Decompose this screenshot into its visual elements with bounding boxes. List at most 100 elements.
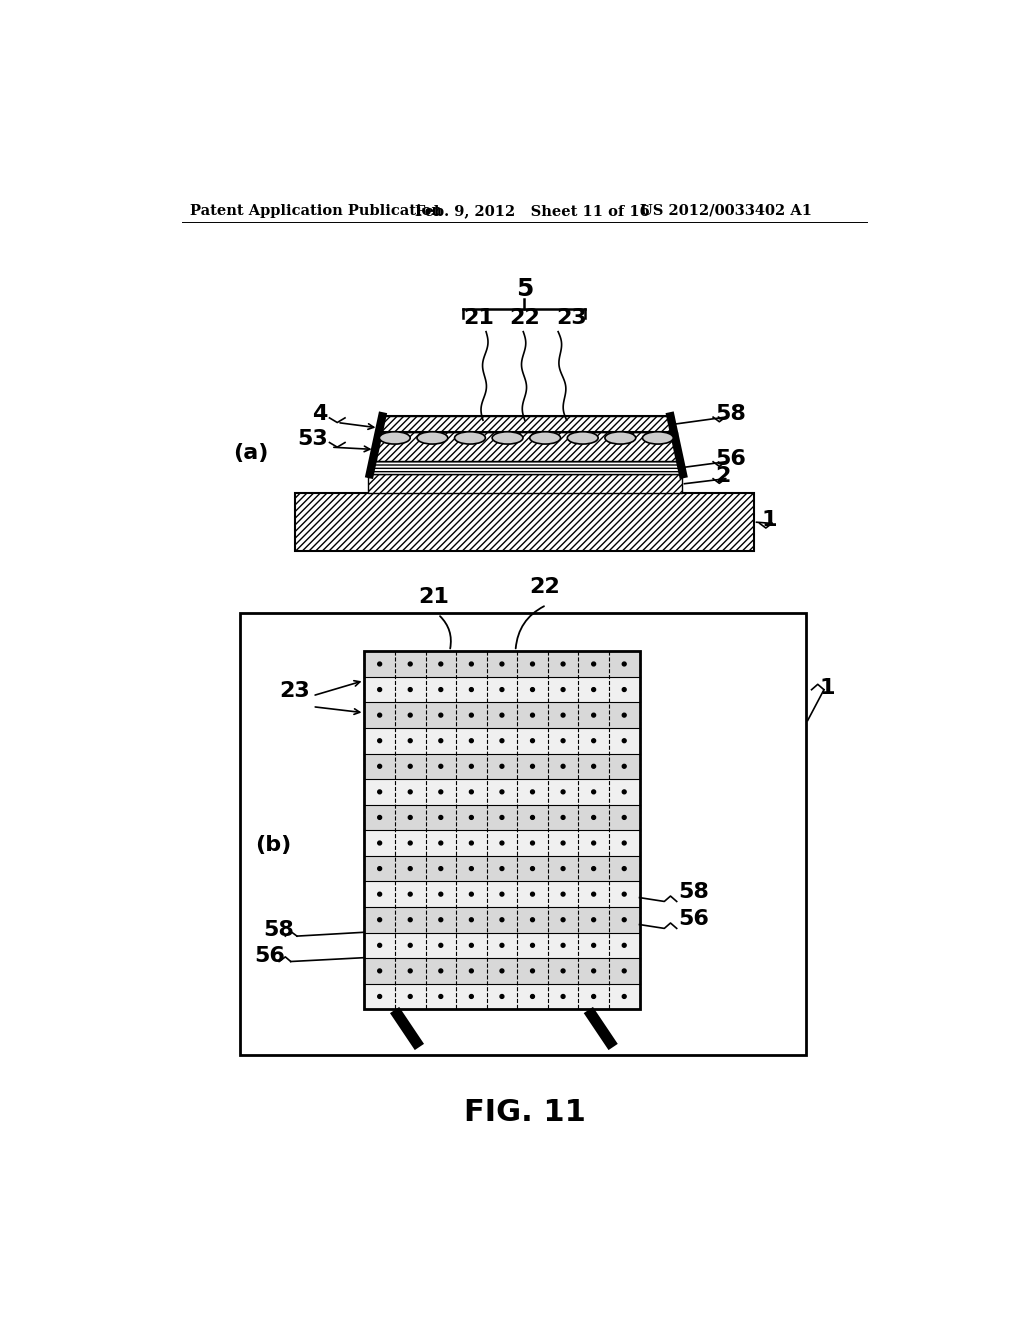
- Circle shape: [500, 994, 504, 998]
- Circle shape: [378, 739, 382, 743]
- Bar: [295, 494, 755, 552]
- Circle shape: [500, 867, 504, 870]
- Circle shape: [469, 969, 473, 973]
- Circle shape: [530, 816, 535, 820]
- Circle shape: [530, 867, 535, 870]
- Circle shape: [439, 789, 442, 793]
- Circle shape: [469, 663, 473, 665]
- Circle shape: [409, 994, 413, 998]
- Bar: [365, 677, 640, 702]
- Bar: [376, 432, 677, 461]
- Circle shape: [561, 917, 565, 921]
- Circle shape: [592, 892, 596, 896]
- Circle shape: [561, 688, 565, 692]
- Circle shape: [409, 789, 413, 793]
- Circle shape: [439, 713, 442, 717]
- Circle shape: [623, 841, 626, 845]
- Circle shape: [500, 688, 504, 692]
- Circle shape: [592, 969, 596, 973]
- Circle shape: [439, 841, 442, 845]
- Ellipse shape: [493, 432, 523, 444]
- Circle shape: [500, 739, 504, 743]
- Circle shape: [439, 764, 442, 768]
- Circle shape: [623, 789, 626, 793]
- Circle shape: [378, 789, 382, 793]
- Circle shape: [592, 994, 596, 998]
- Circle shape: [592, 713, 596, 717]
- Circle shape: [500, 764, 504, 768]
- Circle shape: [530, 739, 535, 743]
- Bar: [365, 932, 640, 958]
- Circle shape: [469, 764, 473, 768]
- Circle shape: [409, 867, 413, 870]
- Bar: [365, 805, 640, 830]
- Circle shape: [409, 688, 413, 692]
- Text: 56: 56: [254, 945, 286, 965]
- Circle shape: [500, 789, 504, 793]
- Bar: [369, 474, 682, 494]
- Circle shape: [592, 917, 596, 921]
- Text: 58: 58: [263, 920, 295, 940]
- Circle shape: [409, 764, 413, 768]
- Text: 56: 56: [678, 908, 710, 928]
- Circle shape: [530, 789, 535, 793]
- Circle shape: [378, 816, 382, 820]
- Bar: [365, 651, 640, 677]
- Bar: [365, 702, 640, 727]
- Circle shape: [623, 994, 626, 998]
- Circle shape: [530, 764, 535, 768]
- Circle shape: [439, 944, 442, 948]
- Text: 58: 58: [678, 882, 710, 902]
- Circle shape: [592, 789, 596, 793]
- Circle shape: [500, 663, 504, 665]
- Circle shape: [500, 713, 504, 717]
- Circle shape: [623, 764, 626, 768]
- Circle shape: [469, 944, 473, 948]
- Circle shape: [592, 944, 596, 948]
- Text: 2: 2: [716, 466, 731, 486]
- Circle shape: [561, 713, 565, 717]
- Circle shape: [409, 713, 413, 717]
- Circle shape: [469, 892, 473, 896]
- Text: 1: 1: [762, 511, 777, 531]
- Circle shape: [592, 816, 596, 820]
- Bar: [365, 727, 640, 754]
- Circle shape: [378, 688, 382, 692]
- Circle shape: [530, 688, 535, 692]
- Text: 53: 53: [297, 429, 328, 449]
- Circle shape: [592, 867, 596, 870]
- Circle shape: [623, 713, 626, 717]
- Circle shape: [530, 892, 535, 896]
- Circle shape: [378, 944, 382, 948]
- Circle shape: [530, 994, 535, 998]
- Circle shape: [439, 867, 442, 870]
- Circle shape: [378, 917, 382, 921]
- Text: FIG. 11: FIG. 11: [464, 1098, 586, 1127]
- Circle shape: [623, 739, 626, 743]
- Circle shape: [469, 841, 473, 845]
- Text: 5: 5: [516, 277, 534, 301]
- Circle shape: [592, 739, 596, 743]
- Circle shape: [623, 663, 626, 665]
- Circle shape: [623, 688, 626, 692]
- Circle shape: [439, 994, 442, 998]
- Circle shape: [439, 688, 442, 692]
- Circle shape: [530, 969, 535, 973]
- Circle shape: [500, 944, 504, 948]
- Circle shape: [409, 663, 413, 665]
- Circle shape: [500, 969, 504, 973]
- Circle shape: [530, 713, 535, 717]
- Circle shape: [469, 739, 473, 743]
- Circle shape: [530, 841, 535, 845]
- Text: (a): (a): [232, 442, 268, 463]
- Circle shape: [378, 713, 382, 717]
- Ellipse shape: [529, 432, 560, 444]
- Circle shape: [409, 892, 413, 896]
- Circle shape: [469, 789, 473, 793]
- Bar: [365, 958, 640, 983]
- Circle shape: [469, 867, 473, 870]
- Circle shape: [530, 663, 535, 665]
- Circle shape: [500, 816, 504, 820]
- Circle shape: [623, 917, 626, 921]
- Circle shape: [623, 867, 626, 870]
